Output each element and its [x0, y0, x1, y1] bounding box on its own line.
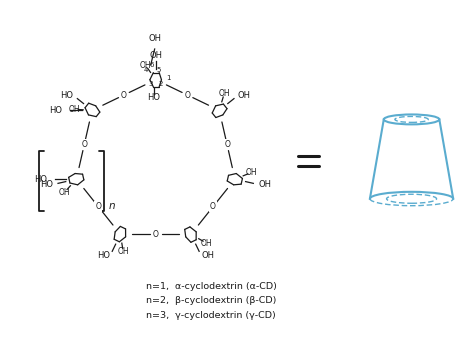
- Text: OH: OH: [68, 105, 80, 114]
- Text: 4: 4: [144, 67, 148, 73]
- Text: OH: OH: [246, 168, 257, 177]
- Text: OH: OH: [238, 91, 251, 100]
- Text: O: O: [210, 202, 216, 211]
- Text: HO: HO: [147, 93, 160, 102]
- Text: O: O: [82, 140, 87, 149]
- Text: O: O: [224, 140, 230, 149]
- Text: HO: HO: [40, 180, 53, 189]
- Text: OH: OH: [140, 61, 151, 69]
- Text: O: O: [153, 230, 159, 239]
- Text: HO: HO: [97, 251, 110, 260]
- Text: 1: 1: [166, 75, 171, 81]
- Text: HO: HO: [61, 91, 73, 100]
- Text: 2: 2: [158, 81, 163, 87]
- Text: 3: 3: [148, 81, 153, 87]
- Text: OH: OH: [201, 239, 212, 247]
- Text: HO: HO: [49, 106, 63, 115]
- Text: OH: OH: [59, 188, 70, 197]
- Text: OH: OH: [219, 89, 230, 98]
- Text: OH: OH: [118, 247, 129, 257]
- Text: O: O: [95, 202, 101, 211]
- Text: OH: OH: [258, 180, 271, 189]
- Text: O: O: [121, 91, 127, 100]
- Text: n=2,  β-cyclodextrin (β-CD): n=2, β-cyclodextrin (β-CD): [146, 296, 276, 305]
- Text: n=3,  γ-cyclodextrin (γ-CD): n=3, γ-cyclodextrin (γ-CD): [146, 311, 275, 320]
- Text: OH: OH: [148, 34, 161, 43]
- Text: O: O: [184, 91, 191, 100]
- Text: OH: OH: [201, 251, 214, 260]
- Text: HO: HO: [34, 175, 46, 184]
- Text: 6: 6: [149, 62, 154, 68]
- Text: n=1,  α-cyclodextrin (α-CD): n=1, α-cyclodextrin (α-CD): [146, 281, 277, 291]
- Text: n: n: [109, 201, 116, 211]
- Text: 5: 5: [156, 67, 161, 73]
- Text: OH: OH: [149, 52, 162, 60]
